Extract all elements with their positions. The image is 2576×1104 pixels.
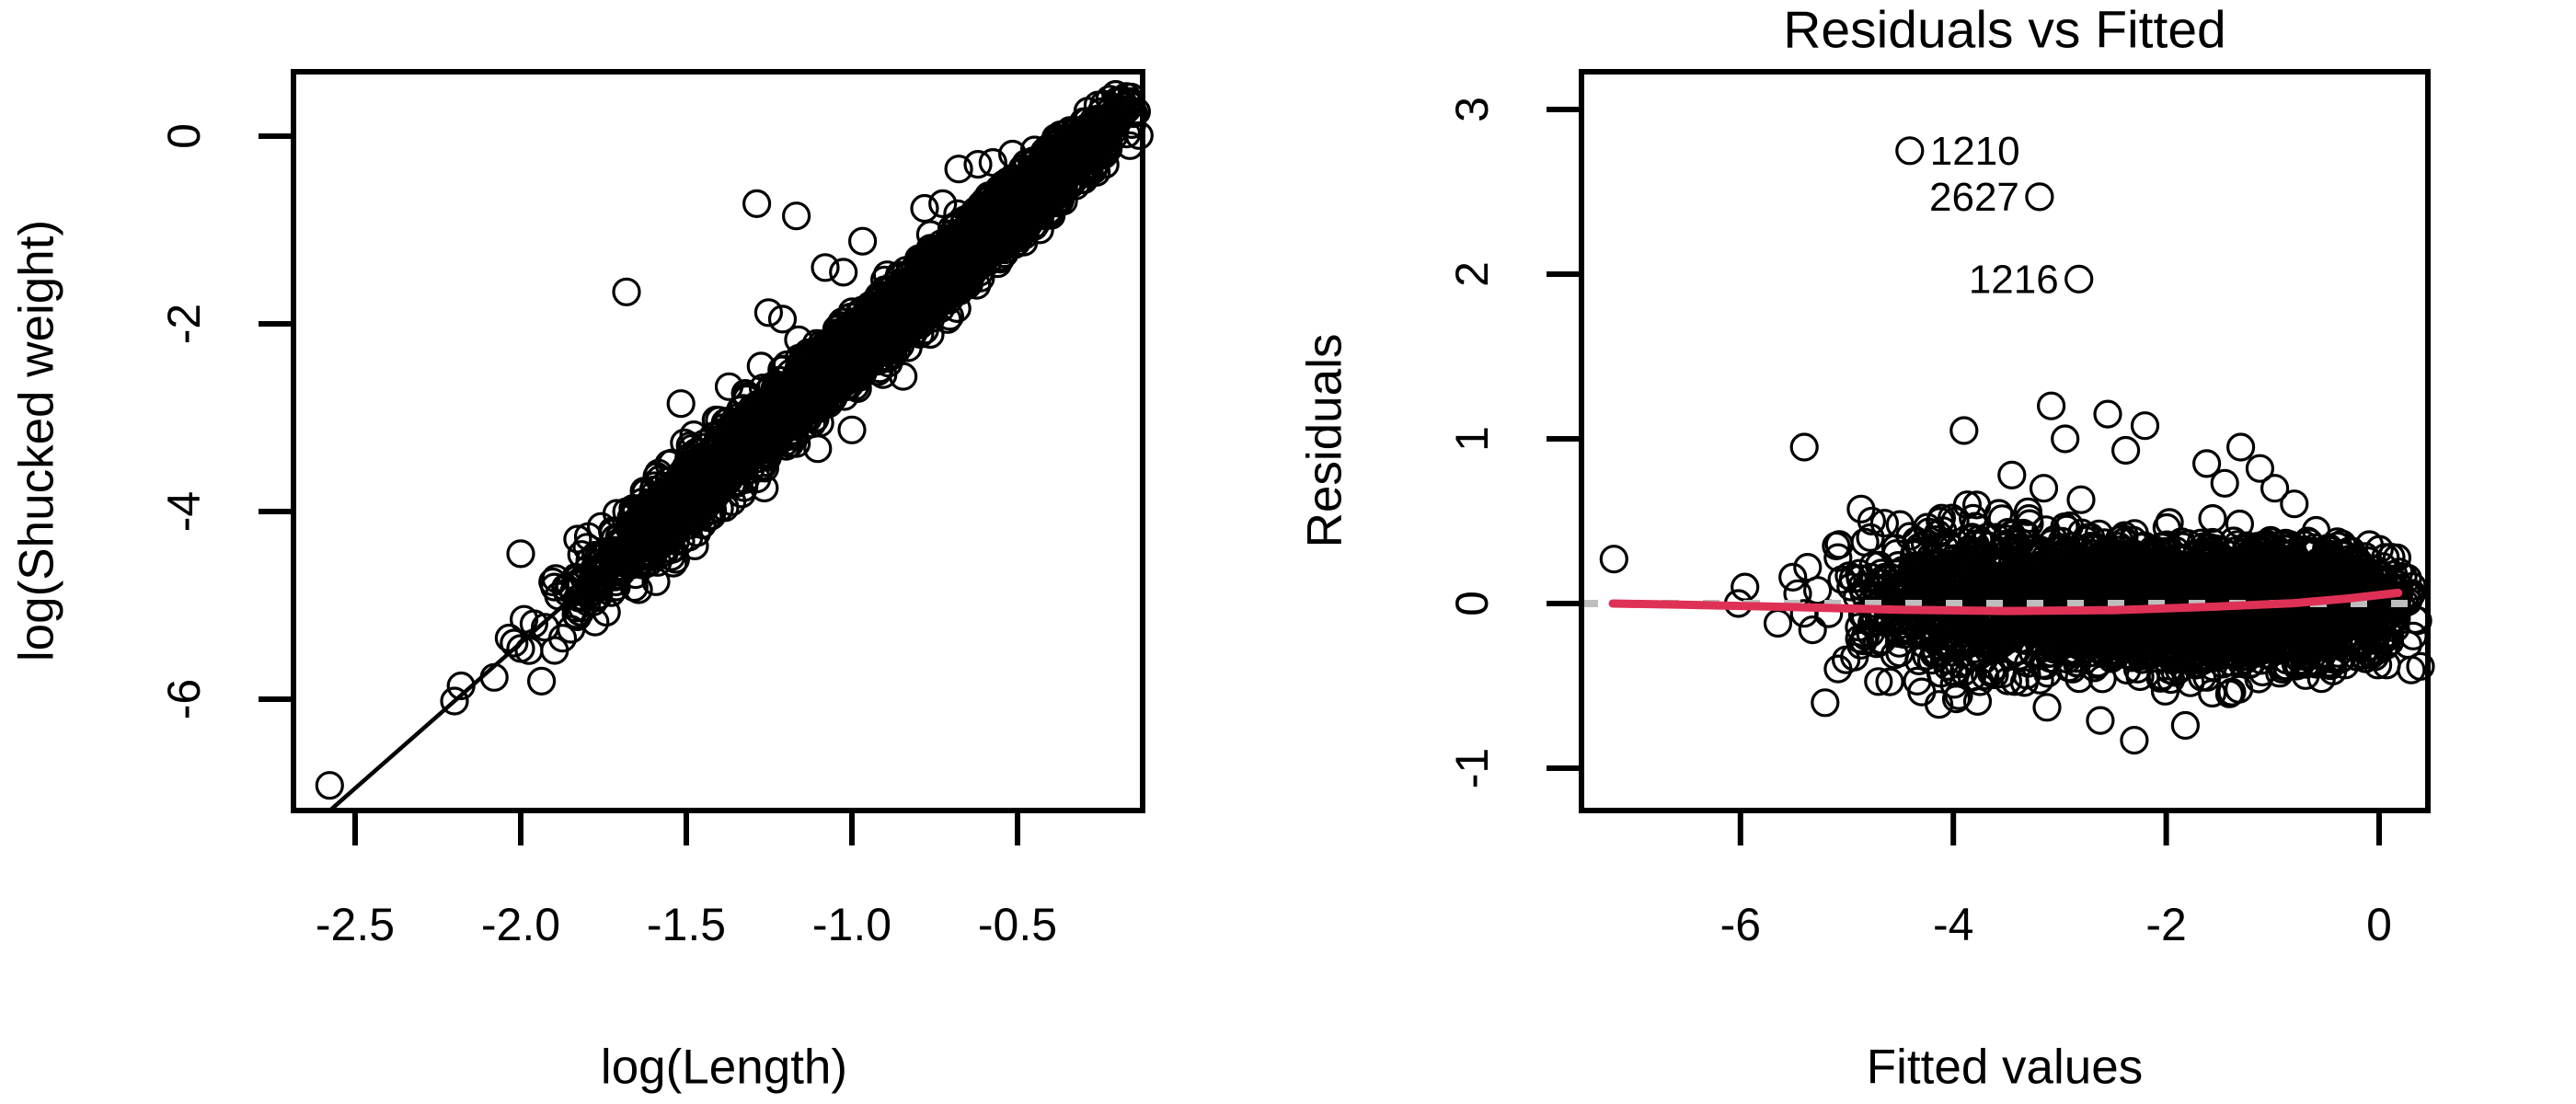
x-tick-label: -0.5 (978, 899, 1057, 950)
y-tick-label: -2 (158, 304, 210, 344)
data-point (2086, 706, 2115, 735)
data-point (781, 201, 811, 231)
y-tick-label: 0 (158, 123, 210, 149)
data-point (829, 258, 858, 287)
data-point (1789, 432, 1819, 462)
data-point (811, 253, 840, 282)
data-point (2210, 468, 2239, 498)
left-scatter-plot: -2.5 -2.0 -1.5 -1.0 -0.5 0 -2 -4 -6 (158, 69, 1154, 950)
data-point (2198, 503, 2227, 534)
data-point (666, 389, 696, 419)
data-point (753, 298, 784, 328)
data-point (440, 686, 469, 716)
data-point (1949, 416, 1979, 445)
data-point (928, 189, 958, 218)
data-point (315, 771, 344, 800)
data-point (1763, 608, 1793, 638)
data-point (612, 277, 641, 306)
regression-line (328, 95, 1144, 812)
data-point (2130, 411, 2160, 441)
data-point (2226, 432, 2256, 462)
scatter-points (315, 79, 1154, 800)
data-point (742, 189, 772, 218)
x-tick-label: -2.0 (481, 899, 560, 950)
y-tick-label: -4 (158, 491, 210, 532)
data-point (1731, 572, 1760, 602)
data-point (963, 150, 993, 179)
x-tick-label: -2.5 (316, 899, 395, 950)
data-point (767, 305, 798, 334)
data-point (2093, 399, 2122, 429)
data-point (2029, 474, 2059, 503)
data-point (500, 628, 529, 658)
data-point (910, 193, 939, 224)
data-point (2037, 391, 2066, 420)
data-point (2051, 424, 2080, 454)
data-point (1997, 460, 2027, 490)
data-point (2111, 435, 2141, 466)
data-point (944, 155, 973, 184)
data-point (2280, 489, 2309, 519)
data-point (1599, 545, 1628, 574)
data-point (506, 539, 535, 569)
data-point (2170, 710, 2200, 741)
x-tick-label: -1.0 (812, 899, 891, 950)
data-point (1811, 688, 1840, 718)
data-point (2032, 693, 2062, 722)
y-tick-label: -6 (158, 679, 210, 719)
data-point (519, 609, 549, 638)
residual-points (1599, 136, 2435, 755)
data-point (847, 226, 878, 256)
data-point (1802, 576, 1833, 605)
data-point (2120, 725, 2149, 755)
data-point (837, 415, 867, 444)
data-point (2066, 485, 2096, 514)
x-tick-label: -1.5 (647, 899, 726, 950)
data-point (1798, 615, 1827, 645)
data-point (526, 666, 557, 696)
